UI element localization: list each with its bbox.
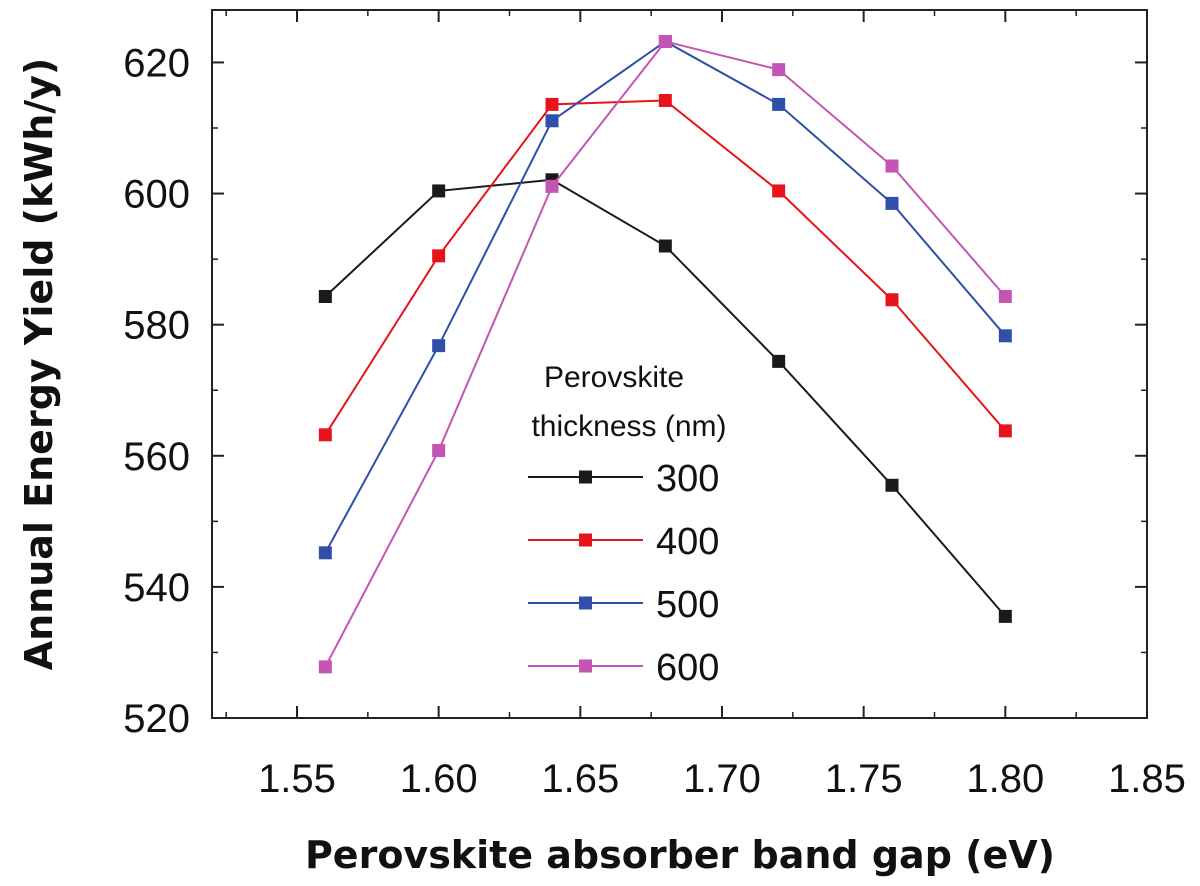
y-tick-label: 540 <box>123 566 190 610</box>
data-point-500-1.56 <box>318 546 332 560</box>
y-tick-label: 600 <box>123 173 190 217</box>
legend-marker-600 <box>579 659 592 673</box>
y-tick-label: 620 <box>123 41 190 85</box>
data-point-400-1.56 <box>318 428 332 442</box>
data-point-400-1.6 <box>432 249 446 263</box>
data-point-300-1.72 <box>772 354 786 368</box>
legend-entries: 300 400 500 600 <box>528 458 719 689</box>
x-axis-ticks: 1.55 1.60 1.65 1.70 1.75 1.80 1.85 <box>225 10 1186 801</box>
data-point-400-1.76 <box>885 293 899 307</box>
data-point-500-1.8 <box>998 329 1012 343</box>
data-point-600-1.56 <box>318 660 332 674</box>
y-axis-ticks: 520 540 560 580 600 620 <box>123 41 1147 741</box>
legend-marker-300 <box>579 470 592 484</box>
data-point-500-1.76 <box>885 196 899 210</box>
x-tick-label: 1.55 <box>258 757 336 801</box>
series-line-600 <box>324 40 1007 668</box>
plot-frame <box>211 9 1148 719</box>
legend-entry-400: 400 <box>528 521 719 563</box>
series-300 <box>318 173 1012 623</box>
y-tick-label: 580 <box>123 304 190 348</box>
x-tick-label: 1.65 <box>541 757 619 801</box>
legend-label-300: 300 <box>656 458 719 500</box>
y-tick-label: 520 <box>123 697 190 741</box>
legend-title-line-2: thickness (nm) <box>531 410 726 443</box>
x-tick-label: 1.80 <box>966 757 1044 801</box>
data-point-400-1.68 <box>658 93 672 107</box>
data-point-500-1.6 <box>432 339 446 353</box>
data-point-300-1.8 <box>998 609 1012 623</box>
x-tick-label: 1.60 <box>400 757 478 801</box>
x-tick-label: 1.75 <box>825 757 903 801</box>
data-point-600-1.72 <box>772 63 786 77</box>
legend-label-500: 500 <box>656 584 719 626</box>
legend-entry-600: 600 <box>528 647 719 689</box>
series-400 <box>318 93 1012 442</box>
data-point-400-1.64 <box>545 97 559 111</box>
data-point-300-1.56 <box>318 289 332 303</box>
legend-label-400: 400 <box>656 521 719 563</box>
data-point-300-1.76 <box>885 478 899 492</box>
x-tick-label: 1.85 <box>1108 757 1186 801</box>
y-axis-title: Annual Energy Yield (kWh/y) <box>17 58 61 671</box>
x-axis-title: Perovskite absorber band gap (eV) <box>305 833 1055 877</box>
data-point-600-1.68 <box>658 34 672 48</box>
data-point-600-1.64 <box>545 179 559 193</box>
data-point-600-1.6 <box>432 444 446 458</box>
series-600 <box>318 34 1012 674</box>
legend: Perovskite thickness (nm) 300 400 500 600 <box>528 361 727 689</box>
data-point-600-1.76 <box>885 159 899 173</box>
legend-label-600: 600 <box>656 647 719 689</box>
legend-title-line-1: Perovskite <box>544 361 684 394</box>
data-point-300-1.6 <box>432 184 446 198</box>
legend-entry-500: 500 <box>528 584 719 626</box>
data-point-600-1.8 <box>998 289 1012 303</box>
data-point-400-1.8 <box>998 424 1012 438</box>
legend-marker-500 <box>579 596 592 610</box>
x-tick-label: 1.70 <box>683 757 761 801</box>
legend-entry-300: 300 <box>528 458 719 500</box>
data-point-500-1.64 <box>545 114 559 128</box>
data-point-400-1.72 <box>772 184 786 198</box>
series-layer <box>318 34 1012 674</box>
y-tick-label: 560 <box>123 435 190 479</box>
legend-marker-400 <box>579 533 592 547</box>
data-point-300-1.68 <box>658 239 672 253</box>
data-point-500-1.72 <box>772 97 786 111</box>
